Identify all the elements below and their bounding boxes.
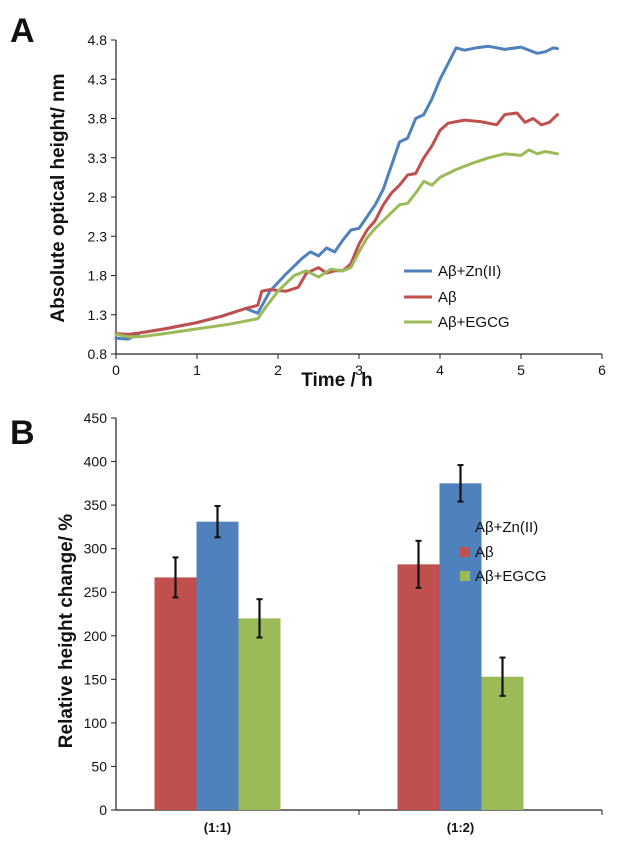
panel-b-y-tick-label: 350: [84, 497, 108, 513]
panel-b-y-tick-label: 150: [84, 671, 108, 687]
panel-a-letter: A: [10, 12, 35, 50]
panel-a-line-chart: A 0.8 1.3 1.8 2.3 2.8 3.3 3.8 4.3 4.8 0 1 2 3 4 5 6 Tim…: [10, 12, 606, 391]
panel-b-legend-swatch: [460, 547, 470, 557]
panel-b-y-tick-label: 0: [99, 802, 107, 818]
panel-a-legend-label: Aβ+EGCG: [438, 314, 510, 331]
panel-b-bar: [238, 618, 281, 810]
panel-a-x-axis-title: Time / h: [301, 370, 372, 391]
panel-a-legend-label: Aβ+Zn(II): [438, 263, 501, 280]
panel-a-y-tick-label: 0.8: [88, 346, 108, 362]
panel-b-y-tick-label: 100: [84, 715, 108, 731]
panel-b-legend: Aβ+Zn(II) Aβ Aβ+EGCG: [460, 519, 547, 585]
panel-a-y-tick-label: 2.8: [88, 189, 108, 205]
panel-a-series-lines: [114, 44, 559, 341]
panel-a-x-tick-label: 2: [274, 362, 282, 378]
panel-a-series-line-1: [114, 111, 559, 336]
panel-b-bars: [154, 483, 524, 810]
panel-b-legend-swatch: [460, 522, 470, 532]
panel-a-x-tick-label: 1: [193, 362, 201, 378]
panel-a-y-tick-label: 4.3: [88, 71, 108, 87]
panel-b-error-bars: [172, 464, 506, 697]
panel-a-x-tick-label: 4: [436, 362, 444, 378]
panel-a-y-tick-label: 1.8: [88, 268, 108, 284]
panel-a-y-tick-label: 3.8: [88, 111, 108, 127]
panel-a-tick-labels: 0.8 1.3 1.8 2.3 2.8 3.3 3.8 4.3 4.8 0 1 2 3 4 5 6: [88, 32, 607, 378]
panel-b-bar: [481, 676, 524, 810]
panel-b-tick-labels: 0 50 100 150 200 250 300 350 400 450 (1:1) (1:2): [84, 410, 475, 835]
panel-a-y-tick-label: 4.8: [88, 32, 108, 48]
panel-a-y-tick-label: 2.3: [88, 228, 108, 244]
panel-a-x-tick-label: 3: [355, 362, 363, 378]
panel-b-legend-label: Aβ: [475, 544, 494, 561]
panel-b-legend-label: Aβ+Zn(II): [475, 519, 538, 536]
panel-b-legend-swatch: [460, 571, 470, 581]
panel-b-y-tick-label: 200: [84, 628, 108, 644]
panel-a-legend: Aβ+Zn(II) Aβ Aβ+EGCG: [404, 263, 510, 331]
panel-b-x-category-label: (1:1): [204, 820, 231, 835]
panel-a-axes: [111, 39, 603, 359]
panel-a-x-tick-label: 6: [598, 362, 606, 378]
panel-a-legend-label: Aβ: [438, 289, 457, 306]
panel-b-y-tick-label: 250: [84, 584, 108, 600]
panel-b-y-axis-title: Relative height change/ %: [56, 514, 77, 748]
panel-a-series-line-0: [114, 44, 559, 341]
panel-b-y-tick-label: 300: [84, 541, 108, 557]
panel-b-y-tick-label: 50: [91, 758, 107, 774]
panel-a-series-line-2: [114, 148, 559, 339]
panel-a-y-tick-label: 1.3: [88, 307, 108, 323]
panel-b-bar: [196, 521, 239, 810]
panel-a-y-axis-title: Absolute optical height/ nm: [48, 73, 69, 322]
panel-b-x-category-label: (1:2): [447, 820, 474, 835]
panel-a-x-tick-label: 0: [112, 362, 120, 378]
panel-a-x-tick-label: 5: [517, 362, 525, 378]
panel-b-bar: [154, 577, 197, 810]
panel-b-legend-label: Aβ+EGCG: [475, 568, 547, 585]
panel-b-letter: B: [10, 414, 35, 452]
panel-b-y-tick-label: 450: [84, 410, 108, 426]
panel-b-bar: [397, 564, 440, 810]
panel-b-bar: [439, 483, 482, 810]
panel-b-y-tick-label: 400: [84, 454, 108, 470]
panel-a-y-tick-label: 3.3: [88, 150, 108, 166]
